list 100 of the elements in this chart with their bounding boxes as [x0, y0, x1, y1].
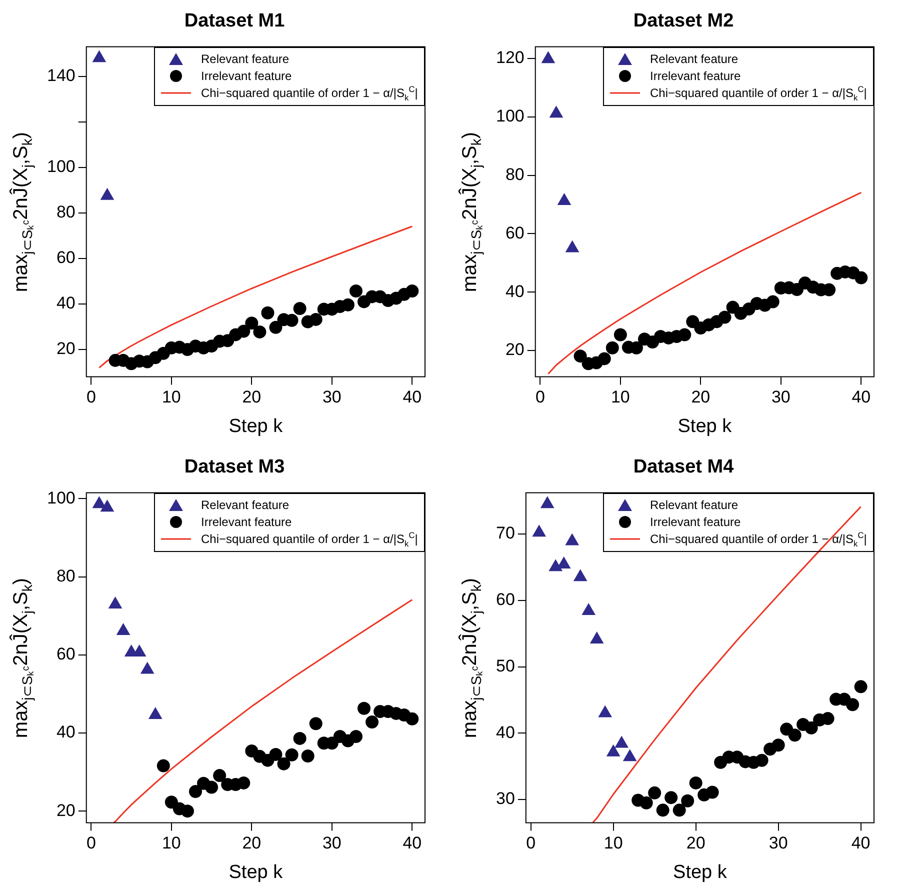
x-tick-label: 10	[604, 834, 623, 853]
x-tick-label: 40	[851, 834, 870, 853]
y-tick-label: 60	[505, 223, 524, 242]
point	[164, 796, 178, 809]
y-tick-label: 100	[46, 488, 76, 508]
y-tick-label: 100	[496, 106, 524, 126]
point	[598, 706, 612, 718]
x-axis-title: Step k	[228, 862, 284, 883]
y-tick-label: 20	[505, 340, 524, 360]
x-tick-label: 20	[242, 388, 262, 407]
legend-label: Chi−squared quantile of order 1 − α/|S$_{k}$$^{C}$|	[201, 84, 418, 102]
y-tick-label: 60	[56, 248, 76, 268]
point	[606, 341, 619, 354]
x-tick-label: 40	[852, 388, 871, 407]
point	[92, 50, 106, 62]
legend-label: Irrelevant feature	[201, 69, 292, 84]
point	[100, 188, 114, 200]
point	[532, 525, 546, 537]
point	[156, 759, 170, 772]
point	[293, 302, 306, 316]
point	[309, 312, 322, 326]
point	[189, 785, 202, 798]
x-tick-label: 30	[768, 834, 788, 853]
point	[566, 240, 579, 252]
point	[309, 717, 322, 730]
legend-label: Relevant feature	[201, 498, 290, 512]
point	[92, 496, 106, 508]
point	[706, 786, 719, 799]
x-tick-label: 0	[86, 388, 96, 407]
point	[406, 284, 419, 298]
point	[100, 500, 114, 512]
x-tick-label: 20	[686, 834, 706, 853]
point	[406, 712, 419, 726]
point	[804, 721, 818, 734]
legend-label: Irrelevant feature	[201, 515, 292, 530]
point	[237, 776, 250, 790]
point	[261, 306, 274, 320]
chart-title: Dataset M2	[633, 10, 734, 32]
point	[301, 750, 314, 763]
y-tick-label: 40	[56, 722, 76, 742]
chart-title: Dataset M1	[184, 10, 286, 32]
y-tick-label: 50	[496, 656, 515, 676]
point	[540, 496, 554, 508]
x-tick-label: 0	[535, 388, 545, 407]
legend-label: Chi−squared quantile of order 1 − α/|S$_{k}$$^{C}$|	[650, 530, 867, 548]
point	[293, 732, 306, 745]
point	[269, 320, 282, 334]
point	[550, 106, 563, 118]
y-tick-label: 70	[496, 524, 515, 543]
point	[253, 325, 266, 338]
point	[648, 786, 662, 800]
point	[557, 557, 570, 569]
y-tick-label: 100	[46, 157, 76, 176]
x-tick-label: 30	[322, 388, 342, 407]
chart-title: Dataset M3	[184, 456, 285, 478]
y-tick-label: 60	[496, 590, 515, 610]
x-axis-title: Step k	[678, 416, 732, 437]
y-tick-label: 30	[496, 789, 515, 808]
point	[566, 534, 579, 546]
point	[237, 324, 250, 338]
y-tick-label: 20	[56, 800, 76, 820]
point	[549, 560, 562, 572]
x-tick-label: 0	[86, 834, 96, 853]
point	[854, 680, 868, 694]
x-tick-label: 10	[162, 834, 181, 853]
y-tick-label: 20	[56, 339, 76, 358]
point	[790, 282, 804, 296]
point	[574, 350, 587, 363]
point	[718, 310, 732, 324]
point	[854, 271, 868, 284]
point	[788, 728, 802, 742]
point	[672, 804, 686, 817]
point	[269, 748, 282, 761]
x-axis-title: Step k	[673, 862, 728, 883]
legend-label: Irrelevant feature	[650, 69, 741, 84]
point	[590, 632, 604, 644]
point	[140, 662, 154, 674]
y-tick-label: 60	[56, 644, 76, 664]
point	[213, 769, 226, 782]
y-tick-label: 80	[56, 202, 76, 222]
point	[598, 352, 611, 366]
y-tick-label: 80	[56, 566, 76, 586]
point	[686, 315, 700, 328]
point	[574, 570, 587, 582]
point	[681, 794, 694, 808]
point	[678, 328, 692, 342]
point	[623, 750, 636, 762]
point	[640, 796, 653, 810]
y-tick-label: 40	[505, 282, 524, 301]
point	[614, 328, 627, 342]
point	[285, 748, 298, 762]
x-tick-label: 10	[610, 388, 630, 407]
x-tick-label: 20	[691, 388, 710, 407]
point	[664, 791, 678, 804]
x-tick-label: 20	[242, 834, 262, 853]
point	[277, 757, 290, 770]
x-axis-title: Step k	[228, 416, 284, 437]
point	[180, 804, 194, 818]
point	[148, 708, 162, 720]
point	[558, 193, 571, 205]
